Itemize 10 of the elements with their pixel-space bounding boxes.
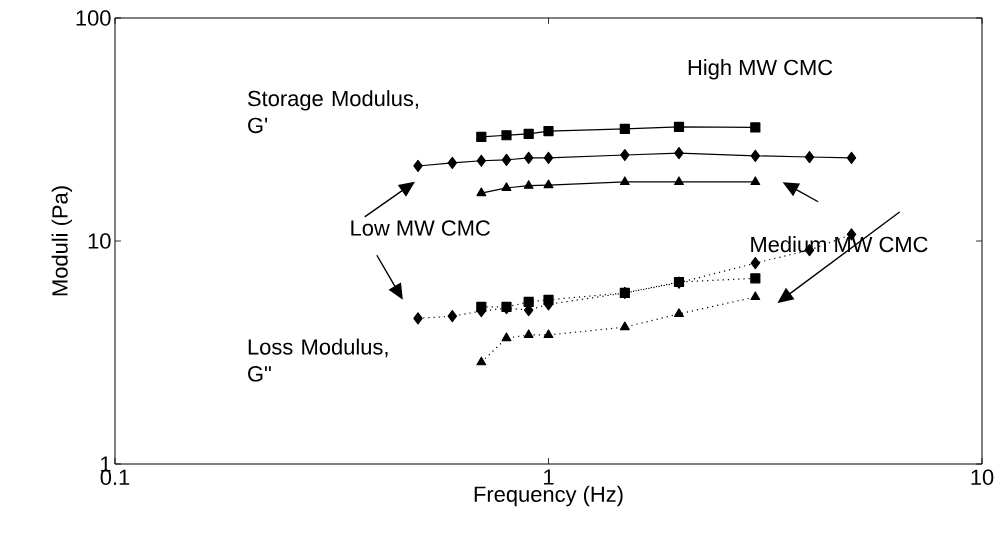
annotation: Storage Modulus, G'	[247, 90, 418, 134]
y-tick-label: 10	[88, 233, 111, 249]
x-tick-label: 10	[971, 469, 994, 486]
annotation: Low MW CMC	[351, 220, 490, 236]
y-tick-label: 100	[76, 10, 111, 26]
y-axis-title: Moduli (Pa)	[51, 186, 73, 296]
annotation: High MW CMC	[688, 59, 833, 80]
x-tick-label: 1	[544, 469, 554, 485]
annotation: Loss Modulus, G"	[248, 338, 388, 382]
x-axis-title: Frequency (Hz)	[474, 485, 623, 507]
